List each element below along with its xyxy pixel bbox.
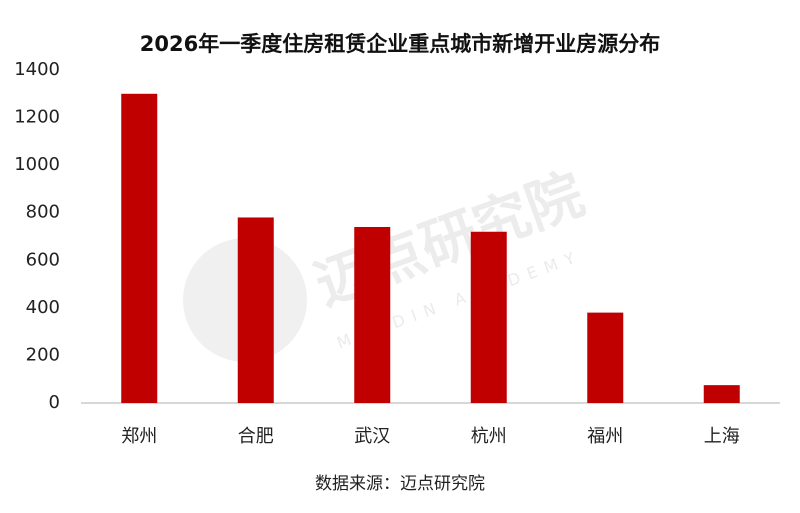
y-tick-label: 0	[49, 392, 60, 413]
bar	[587, 312, 624, 403]
source: 数据来源：迈点研究院	[315, 474, 485, 494]
y-tick-label: 600	[26, 249, 60, 270]
y-tick-label: 1400	[14, 59, 60, 80]
bar	[354, 226, 391, 403]
chart-title: 2026年一季度住房租赁企业重点城市新增开业房源分布	[140, 32, 660, 56]
y-tick-label: 800	[26, 202, 60, 223]
x-tick-label: 上海	[704, 426, 740, 447]
y-tick-label: 200	[26, 344, 60, 365]
y-tick-label: 400	[26, 297, 60, 318]
bar	[237, 217, 274, 403]
x-tick-label: 杭州	[471, 426, 507, 447]
bar	[470, 231, 507, 403]
y-tick-label: 1200	[14, 107, 60, 128]
x-tick-label: 郑州	[121, 426, 157, 447]
bar	[121, 93, 158, 404]
bar	[703, 385, 740, 403]
y-tick-label: 1000	[14, 154, 60, 175]
x-tick-label: 合肥	[238, 426, 274, 447]
x-tick-label: 武汉	[354, 426, 390, 447]
x-tick-label: 福州	[587, 426, 623, 447]
